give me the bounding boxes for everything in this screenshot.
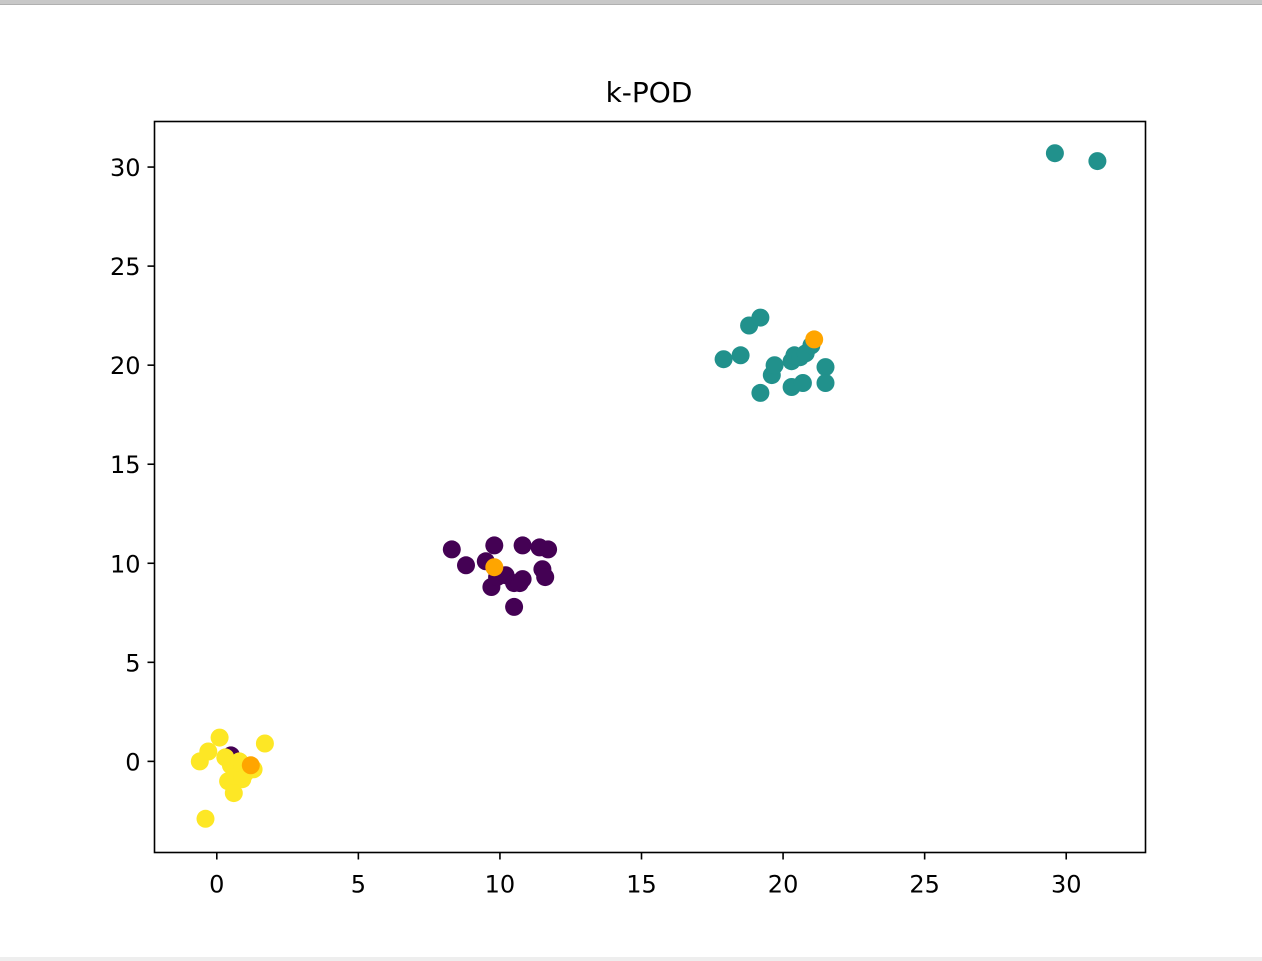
x-tick-label-0: 0 xyxy=(209,871,224,899)
plot-frame xyxy=(153,120,1147,854)
window-top-border xyxy=(0,0,1262,5)
data-point-s0-1 xyxy=(457,556,475,575)
data-point-s1-3 xyxy=(751,308,770,327)
x-axis: 0 5 10 15 20 25 30 xyxy=(209,852,1082,899)
x-tick-label-5: 25 xyxy=(909,871,940,899)
y-tick-label-4: 20 xyxy=(110,352,141,380)
data-point-s2-1 xyxy=(199,742,218,761)
data-point-s2-13 xyxy=(255,734,274,753)
x-tick-label-6: 30 xyxy=(1051,871,1082,899)
y-tick-label-0: 0 xyxy=(125,748,140,776)
chart-title: k-POD xyxy=(606,76,693,109)
x-tick-label-1: 5 xyxy=(351,871,366,899)
y-tick-label-2: 10 xyxy=(110,550,141,578)
data-point-s3-1 xyxy=(805,330,824,349)
data-point-s1-14 xyxy=(816,358,835,377)
data-point-s0-13 xyxy=(539,540,558,559)
data-point-s2-2 xyxy=(210,728,229,747)
data-point-s1-1 xyxy=(731,346,750,365)
data-point-s1-0 xyxy=(714,350,733,369)
window-bottom-border xyxy=(0,957,1262,961)
y-tick-label-1: 5 xyxy=(125,649,140,677)
data-point-s1-4 xyxy=(751,383,770,402)
data-point-s1-12 xyxy=(793,374,812,392)
data-point-s1-6 xyxy=(765,356,784,375)
data-point-s0-9 xyxy=(513,570,532,589)
data-point-s0-3 xyxy=(485,536,504,555)
data-point-s3-2 xyxy=(241,756,260,775)
y-tick-label-5: 25 xyxy=(110,253,141,281)
data-points xyxy=(190,144,1107,828)
data-point-s0-11 xyxy=(513,536,532,555)
data-point-s3-0 xyxy=(485,558,504,577)
x-tick-label-3: 15 xyxy=(626,871,657,899)
data-point-s0-15 xyxy=(536,568,555,587)
y-tick-label-3: 15 xyxy=(110,451,141,479)
data-point-s1-16 xyxy=(1045,144,1064,163)
data-point-s0-0 xyxy=(442,540,461,559)
x-tick-label-4: 20 xyxy=(768,871,799,899)
x-tick-label-2: 10 xyxy=(485,871,516,899)
y-tick-label-6: 30 xyxy=(110,154,141,182)
y-axis: 0 5 10 15 20 25 30 xyxy=(110,154,155,776)
data-point-s0-10 xyxy=(505,597,524,616)
data-point-s1-15 xyxy=(816,374,835,392)
data-point-s1-17 xyxy=(1088,152,1107,171)
data-point-s2-14 xyxy=(196,809,215,828)
data-point-s2-12 xyxy=(224,784,243,803)
